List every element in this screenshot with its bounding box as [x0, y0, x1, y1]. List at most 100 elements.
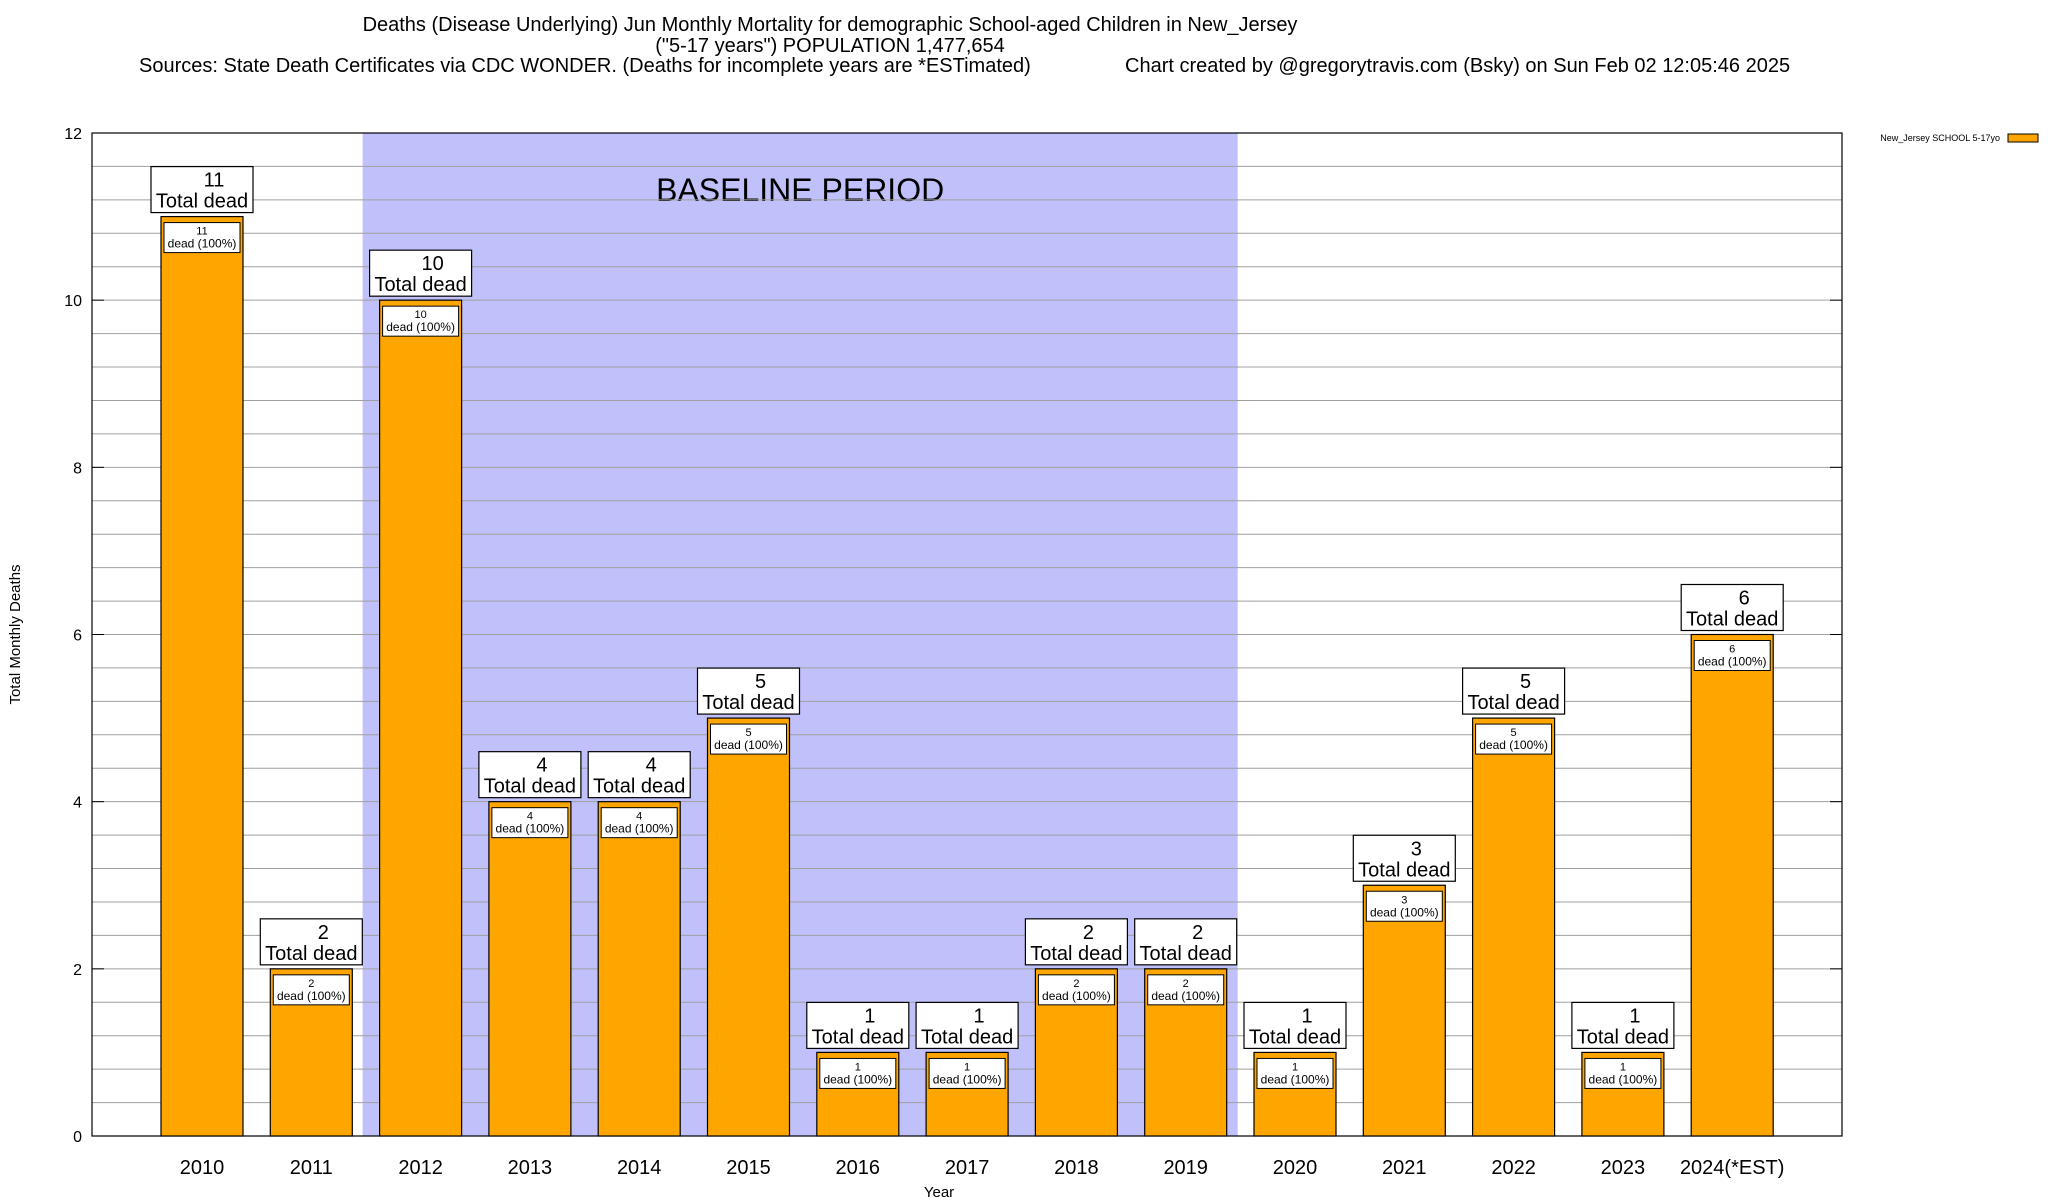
bar-total-value: 11 — [204, 170, 225, 192]
bar-inner-label-box — [163, 222, 241, 254]
bar-inner-label-box — [819, 1057, 897, 1089]
bar-inner-label-box — [600, 807, 678, 839]
bar-inner-value: 1 — [1292, 1061, 1298, 1073]
bar-total-label-box — [1461, 667, 1566, 715]
bar-inner-value: 2 — [1073, 978, 1079, 990]
bar-total-label: Total dead — [593, 776, 685, 798]
bar-total-value: 2 — [1192, 922, 1203, 944]
bar — [706, 717, 791, 1137]
x-tick-label: 2017 — [945, 1157, 990, 1179]
bar-inner-label: dead (100%) — [933, 1072, 1002, 1086]
bar-inner-label: dead (100%) — [823, 1072, 892, 1086]
bar — [1690, 633, 1774, 1137]
bar-inner-value: 4 — [636, 811, 642, 823]
bar-total-label: Total dead — [484, 776, 576, 798]
bar-inner-value: 5 — [1511, 727, 1517, 739]
bar-total-label-box — [1352, 834, 1456, 882]
bar-inner-label-box — [1693, 640, 1771, 671]
bar-inner-value: 3 — [1401, 894, 1407, 906]
y-tick-label: 8 — [73, 460, 82, 477]
bar-total-label: Total dead — [921, 1026, 1013, 1048]
bar-total-label-box — [696, 667, 801, 715]
bar-inner-value: 1 — [1620, 1061, 1626, 1073]
bar-inner-label-box — [1584, 1057, 1662, 1089]
bar-total-value: 4 — [536, 755, 547, 777]
bar-inner-label: dead (100%) — [605, 822, 674, 836]
bar-inner-label-box — [1475, 723, 1553, 755]
bar-total-value: 5 — [755, 671, 766, 693]
bar-inner-label-box — [1365, 890, 1443, 922]
bar-total-label: Total dead — [1358, 859, 1450, 881]
bar-total-value: 1 — [864, 1005, 875, 1027]
baseline-label: BASELINE PERIOD — [656, 172, 944, 208]
x-axis-label: Year — [924, 1184, 954, 1200]
bar-inner-value: 10 — [414, 309, 426, 321]
x-tick-label: 2010 — [180, 1157, 225, 1179]
bar-total-label: Total dead — [265, 943, 357, 965]
bar-total-label-box — [259, 918, 363, 966]
bar-total-label-box — [150, 165, 254, 214]
bar — [160, 215, 244, 1137]
bar-inner-label: dead (100%) — [1589, 1072, 1658, 1086]
bar-inner-value: 5 — [745, 727, 751, 739]
bar-total-label-box — [806, 1001, 910, 1050]
bar-total-value: 2 — [318, 922, 329, 944]
y-tick-label: 2 — [73, 962, 82, 979]
bar-inner-label: dead (100%) — [1479, 738, 1548, 752]
bar-total-value: 4 — [646, 755, 657, 777]
bar-total-value: 1 — [974, 1005, 985, 1027]
bar — [597, 801, 681, 1137]
chart-credit: Chart created by @gregorytravis.com (Bsk… — [1125, 55, 1791, 77]
legend-label: New_Jersey SCHOOL 5-17yo — [1880, 133, 2000, 143]
bar-inner-value: 4 — [527, 811, 533, 823]
bar-total-label: Total dead — [812, 1026, 904, 1048]
bar-total-label-box — [1571, 1001, 1675, 1050]
y-tick-label: 4 — [73, 795, 82, 812]
bar — [1362, 884, 1446, 1137]
chart-sources: Sources: State Death Certificates via CD… — [139, 55, 1031, 77]
x-tick-label: 2019 — [1163, 1157, 1208, 1179]
bar-total-label-box — [915, 1001, 1019, 1050]
chart-title: Deaths (Disease Underlying) Jun Monthly … — [362, 14, 1298, 36]
bar-total-label-box — [1134, 918, 1238, 966]
bar-total-label-box — [478, 751, 582, 799]
bar-inner-value: 11 — [196, 226, 207, 238]
bar-inner-label-box — [710, 723, 787, 755]
bar-total-label: Total dead — [1030, 943, 1122, 965]
bar-total-label: Total dead — [1140, 943, 1232, 965]
bar-inner-label: dead (100%) — [1698, 655, 1767, 669]
bar-inner-label: dead (100%) — [1261, 1072, 1330, 1086]
bar — [1471, 717, 1556, 1137]
x-tick-label: 2020 — [1273, 1157, 1318, 1179]
chart-subtitle: ("5-17 years") POPULATION 1,477,654 — [655, 35, 1005, 57]
bar-total-label: Total dead — [1686, 609, 1778, 631]
y-tick-label: 12 — [64, 126, 82, 143]
x-tick-label: 2024(*EST) — [1680, 1157, 1785, 1179]
bar — [379, 299, 463, 1137]
x-tick-label: 2013 — [508, 1157, 553, 1179]
bar-inner-label: dead (100%) — [1042, 989, 1111, 1003]
bar-inner-value: 2 — [1183, 978, 1189, 990]
y-axis-label: Total Monthly Deaths — [7, 564, 24, 704]
bar-total-label-box — [1024, 918, 1129, 966]
y-tick-label: 0 — [73, 1129, 82, 1146]
bar-total-label-box — [369, 249, 473, 297]
bar-inner-value: 6 — [1729, 644, 1735, 656]
bar-total-value: 10 — [421, 253, 443, 275]
y-tick-label: 10 — [64, 293, 82, 310]
bar-total-value: 2 — [1083, 922, 1094, 944]
x-tick-label: 2011 — [290, 1157, 333, 1179]
bar-inner-value: 1 — [964, 1061, 970, 1073]
bar-total-value: 1 — [1629, 1005, 1640, 1027]
bar-total-label-box — [1680, 583, 1784, 632]
bar-inner-label: dead (100%) — [386, 320, 455, 334]
bar-total-value: 5 — [1520, 671, 1531, 693]
bar-total-label: Total dead — [1249, 1026, 1341, 1048]
bar-total-label: Total dead — [1467, 692, 1559, 714]
bar-total-label: Total dead — [702, 692, 794, 714]
bar-total-label: Total dead — [374, 274, 466, 296]
bar-inner-label: dead (100%) — [168, 237, 237, 251]
x-tick-label: 2023 — [1601, 1157, 1646, 1179]
bar-total-value: 3 — [1411, 838, 1422, 860]
